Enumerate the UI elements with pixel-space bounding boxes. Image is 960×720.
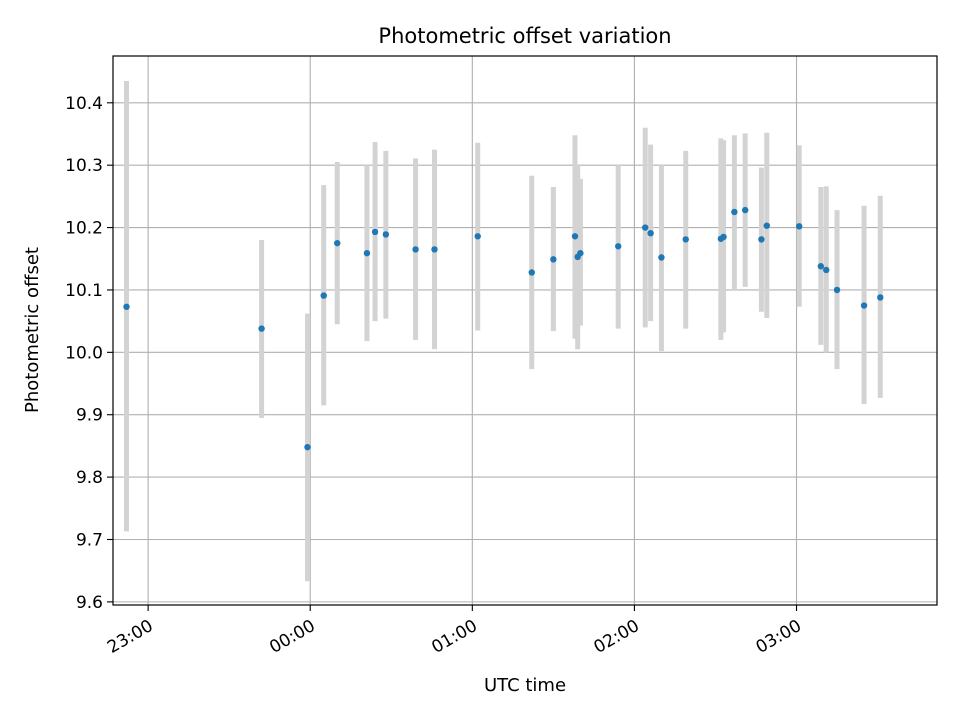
data-point bbox=[642, 224, 649, 231]
plot-frame bbox=[112, 55, 938, 606]
data-point bbox=[647, 229, 654, 237]
y-tick-label: 10.1 bbox=[65, 281, 103, 301]
data-point bbox=[320, 292, 327, 299]
data-point bbox=[758, 236, 765, 243]
data-points bbox=[123, 206, 884, 451]
data-point bbox=[823, 266, 830, 274]
x-axis-label: UTC time bbox=[484, 675, 566, 696]
data-point bbox=[796, 223, 803, 230]
y-tick-label: 10.4 bbox=[65, 94, 103, 114]
y-tick-label: 9.7 bbox=[76, 530, 103, 550]
data-point bbox=[860, 302, 868, 309]
data-point bbox=[528, 269, 535, 276]
data-point bbox=[334, 239, 341, 247]
data-point bbox=[615, 243, 622, 250]
data-point bbox=[371, 228, 379, 236]
data-point bbox=[382, 231, 390, 238]
data-point bbox=[833, 286, 841, 294]
data-point bbox=[474, 233, 481, 240]
data-point bbox=[817, 263, 825, 270]
y-tick-label: 10.0 bbox=[65, 343, 103, 363]
data-point bbox=[731, 208, 738, 216]
data-point bbox=[431, 246, 438, 253]
data-point bbox=[123, 303, 130, 310]
y-axis-ticks: 9.6 9.7 9.8 9.9 10.0 10.1 10.2 10.3 10.4 bbox=[65, 94, 113, 613]
data-point bbox=[577, 249, 584, 257]
data-point bbox=[550, 256, 557, 263]
data-point bbox=[720, 233, 727, 241]
y-tick-label: 9.9 bbox=[76, 406, 103, 426]
data-point bbox=[304, 443, 311, 451]
chart-title: Photometric offset variation bbox=[378, 24, 671, 48]
data-point bbox=[258, 325, 265, 332]
y-tick-label: 10.2 bbox=[65, 219, 103, 239]
y-axis-label: Photometric offset bbox=[22, 247, 43, 413]
data-point bbox=[412, 246, 419, 253]
y-tick-label: 10.3 bbox=[65, 156, 103, 176]
data-point bbox=[363, 249, 371, 257]
y-tick-label: 9.8 bbox=[76, 468, 103, 488]
y-tick-label: 9.6 bbox=[76, 593, 103, 613]
data-point bbox=[763, 222, 770, 229]
data-point bbox=[741, 206, 749, 214]
data-point bbox=[571, 233, 579, 240]
data-point bbox=[682, 236, 689, 243]
data-point bbox=[877, 294, 884, 301]
data-point bbox=[658, 254, 665, 261]
